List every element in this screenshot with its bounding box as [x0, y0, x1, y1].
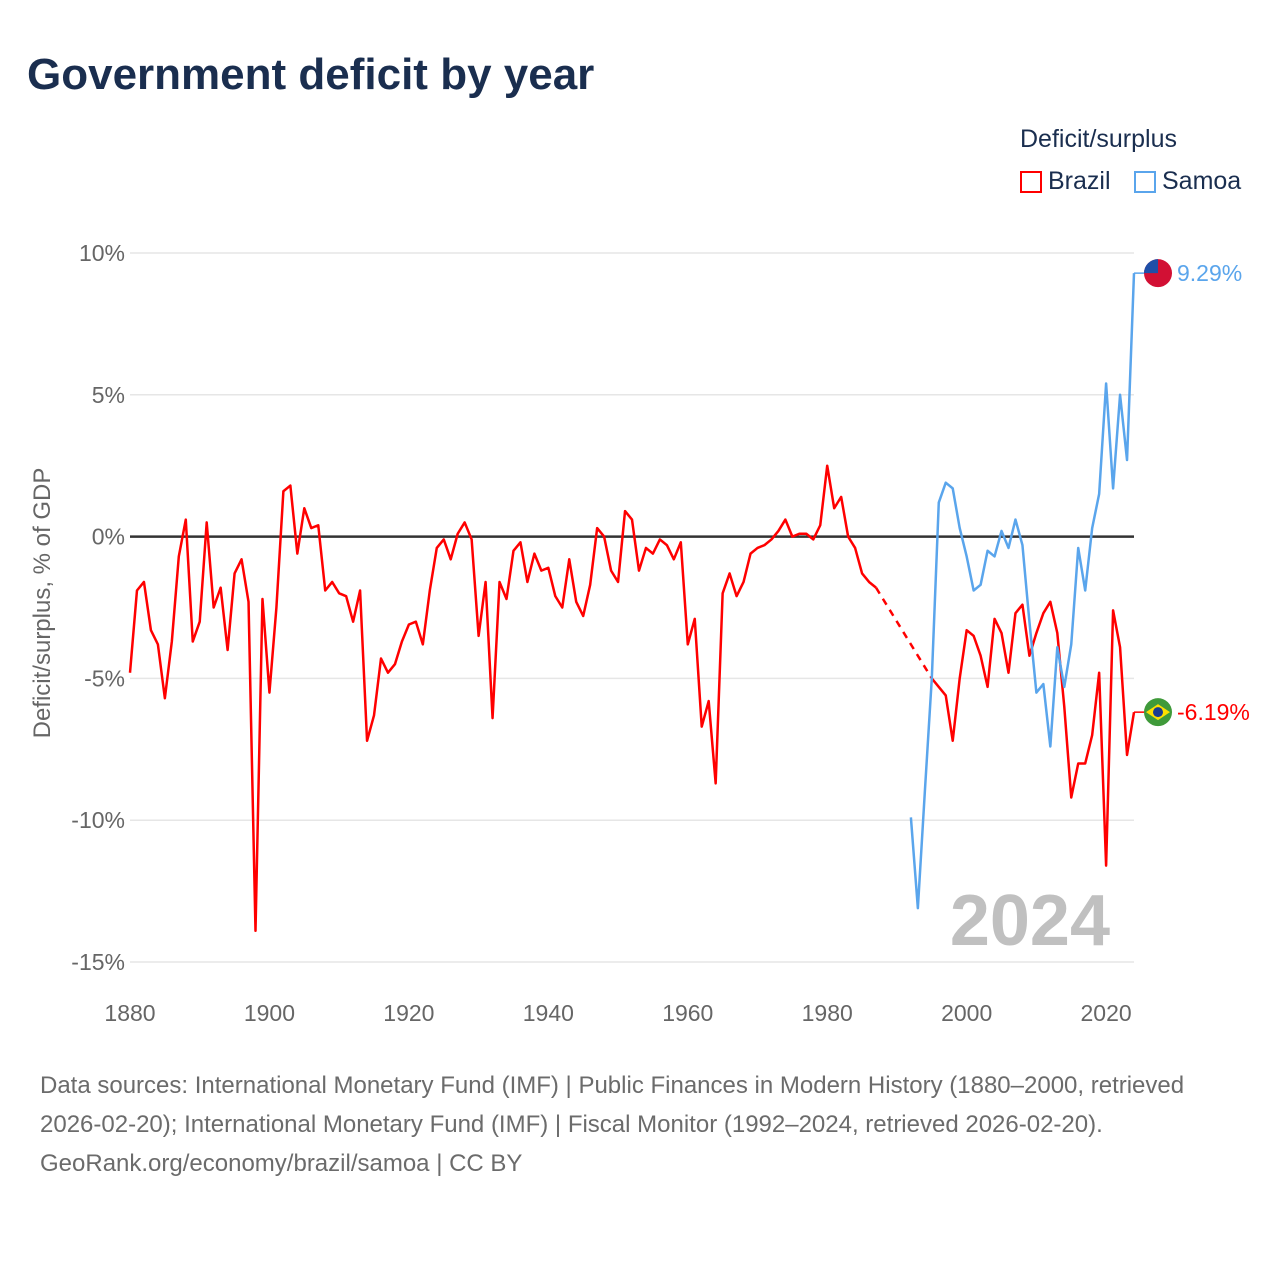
year-watermark: 2024: [950, 881, 1110, 961]
series-line-samoa: [909, 273, 1136, 910]
legend-label: Samoa: [1162, 167, 1242, 195]
y-tick-label: 5%: [92, 382, 125, 408]
y-tick-label: 10%: [79, 240, 125, 266]
x-tick-label: 2000: [941, 1000, 992, 1026]
series-line-brazil: [128, 464, 877, 933]
x-tick-label: 1880: [104, 1000, 155, 1026]
y-tick-label: -15%: [71, 949, 125, 975]
legend-swatch-samoa: [1134, 170, 1156, 193]
x-tick-label: 1960: [662, 1000, 713, 1026]
y-tick-label: -10%: [71, 807, 125, 833]
x-tick-label: 2020: [1081, 1000, 1132, 1026]
data-sources: Data sources: International Monetary Fun…: [40, 1072, 1185, 1138]
series-gap-brazil: [874, 586, 933, 680]
end-value-label: -6.19%: [1177, 699, 1250, 725]
y-tick-label: -5%: [84, 665, 125, 691]
brazil-flag-globe: [1153, 707, 1163, 718]
chart-title: Government deficit by year: [27, 50, 595, 99]
credit-link[interactable]: GeoRank.org/economy/brazil/samoa | CC BY: [40, 1150, 523, 1177]
x-tick-label: 1920: [383, 1000, 434, 1026]
samoa-flag-canton: [1144, 259, 1158, 274]
x-tick-label: 1980: [802, 1000, 853, 1026]
x-tick-label: 1940: [523, 1000, 574, 1026]
legend-swatch-brazil: [1020, 170, 1042, 193]
y-axis-label: Deficit/surplus, % of GDP: [29, 468, 56, 739]
legend-label: Brazil: [1048, 167, 1111, 195]
footer: Data sources: International Monetary Fun…: [40, 1066, 1240, 1183]
series-line-brazil: [930, 600, 1136, 867]
legend-item-samoa[interactable]: Samoa: [1134, 167, 1241, 196]
x-tick-label: 1900: [244, 1000, 295, 1026]
end-value-label: 9.29%: [1177, 260, 1242, 286]
legend-item-brazil[interactable]: Brazil: [1020, 167, 1111, 196]
y-tick-label: 0%: [92, 524, 125, 550]
legend-title: Deficit/surplus: [1020, 125, 1177, 153]
